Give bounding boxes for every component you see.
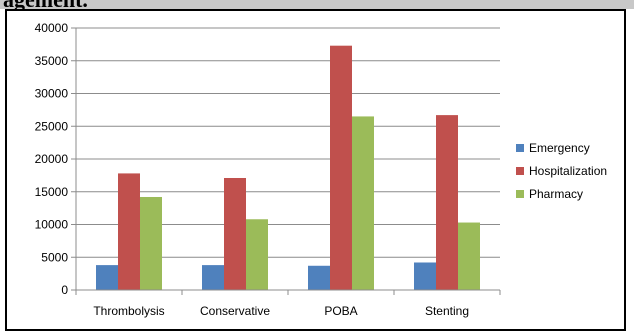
bar-emergency-stenting [414, 262, 436, 290]
legend-swatch-emergency [516, 144, 524, 152]
top-strip: agement. [0, 0, 634, 9]
bar-pharmacy-thrombolysis [140, 196, 162, 290]
x-tick-label: POBA [324, 304, 357, 318]
y-tick-label: 20000 [35, 152, 69, 166]
legend: Emergency Hospitalization Pharmacy [516, 141, 607, 201]
legend-label-pharmacy: Pharmacy [529, 187, 583, 201]
bar-hospitalization-thrombolysis [118, 173, 140, 290]
legend-label-emergency: Emergency [529, 141, 590, 155]
y-tick-label: 25000 [35, 119, 69, 133]
legend-swatch-pharmacy [516, 190, 524, 198]
x-tick-label: Conservative [200, 304, 270, 318]
cutoff-heading-text: agement. [3, 0, 88, 9]
bars [96, 45, 480, 291]
bar-pharmacy-conservative [246, 219, 268, 290]
y-tick-label: 35000 [35, 54, 69, 68]
axes [71, 27, 501, 295]
x-tick-label: Thrombolysis [93, 304, 164, 318]
legend-swatch-hospitalization [516, 167, 524, 175]
x-tick-label: Stenting [425, 304, 469, 318]
y-tick-label: 5000 [41, 250, 68, 264]
x-axis-tick-labels: Thrombolysis Conservative POBA Stenting [93, 304, 469, 318]
bar-emergency-thrombolysis [96, 265, 118, 290]
y-tick-label: 0 [61, 283, 68, 297]
bar-pharmacy-poba [352, 116, 374, 290]
bar-emergency-conservative [202, 265, 224, 290]
y-tick-label: 30000 [35, 87, 69, 101]
bar-hospitalization-conservative [224, 177, 246, 290]
y-tick-label: 40000 [35, 21, 69, 35]
y-tick-label: 15000 [35, 185, 69, 199]
bar-emergency-poba [308, 265, 330, 290]
y-tick-label: 10000 [35, 218, 69, 232]
bar-pharmacy-stenting [458, 222, 480, 290]
legend-label-hospitalization: Hospitalization [529, 164, 607, 178]
bar-hospitalization-poba [330, 45, 352, 291]
y-axis-tick-labels: 0 5000 10000 15000 20000 25000 30000 35000 40000 [35, 21, 69, 297]
bar-hospitalization-stenting [436, 115, 458, 291]
